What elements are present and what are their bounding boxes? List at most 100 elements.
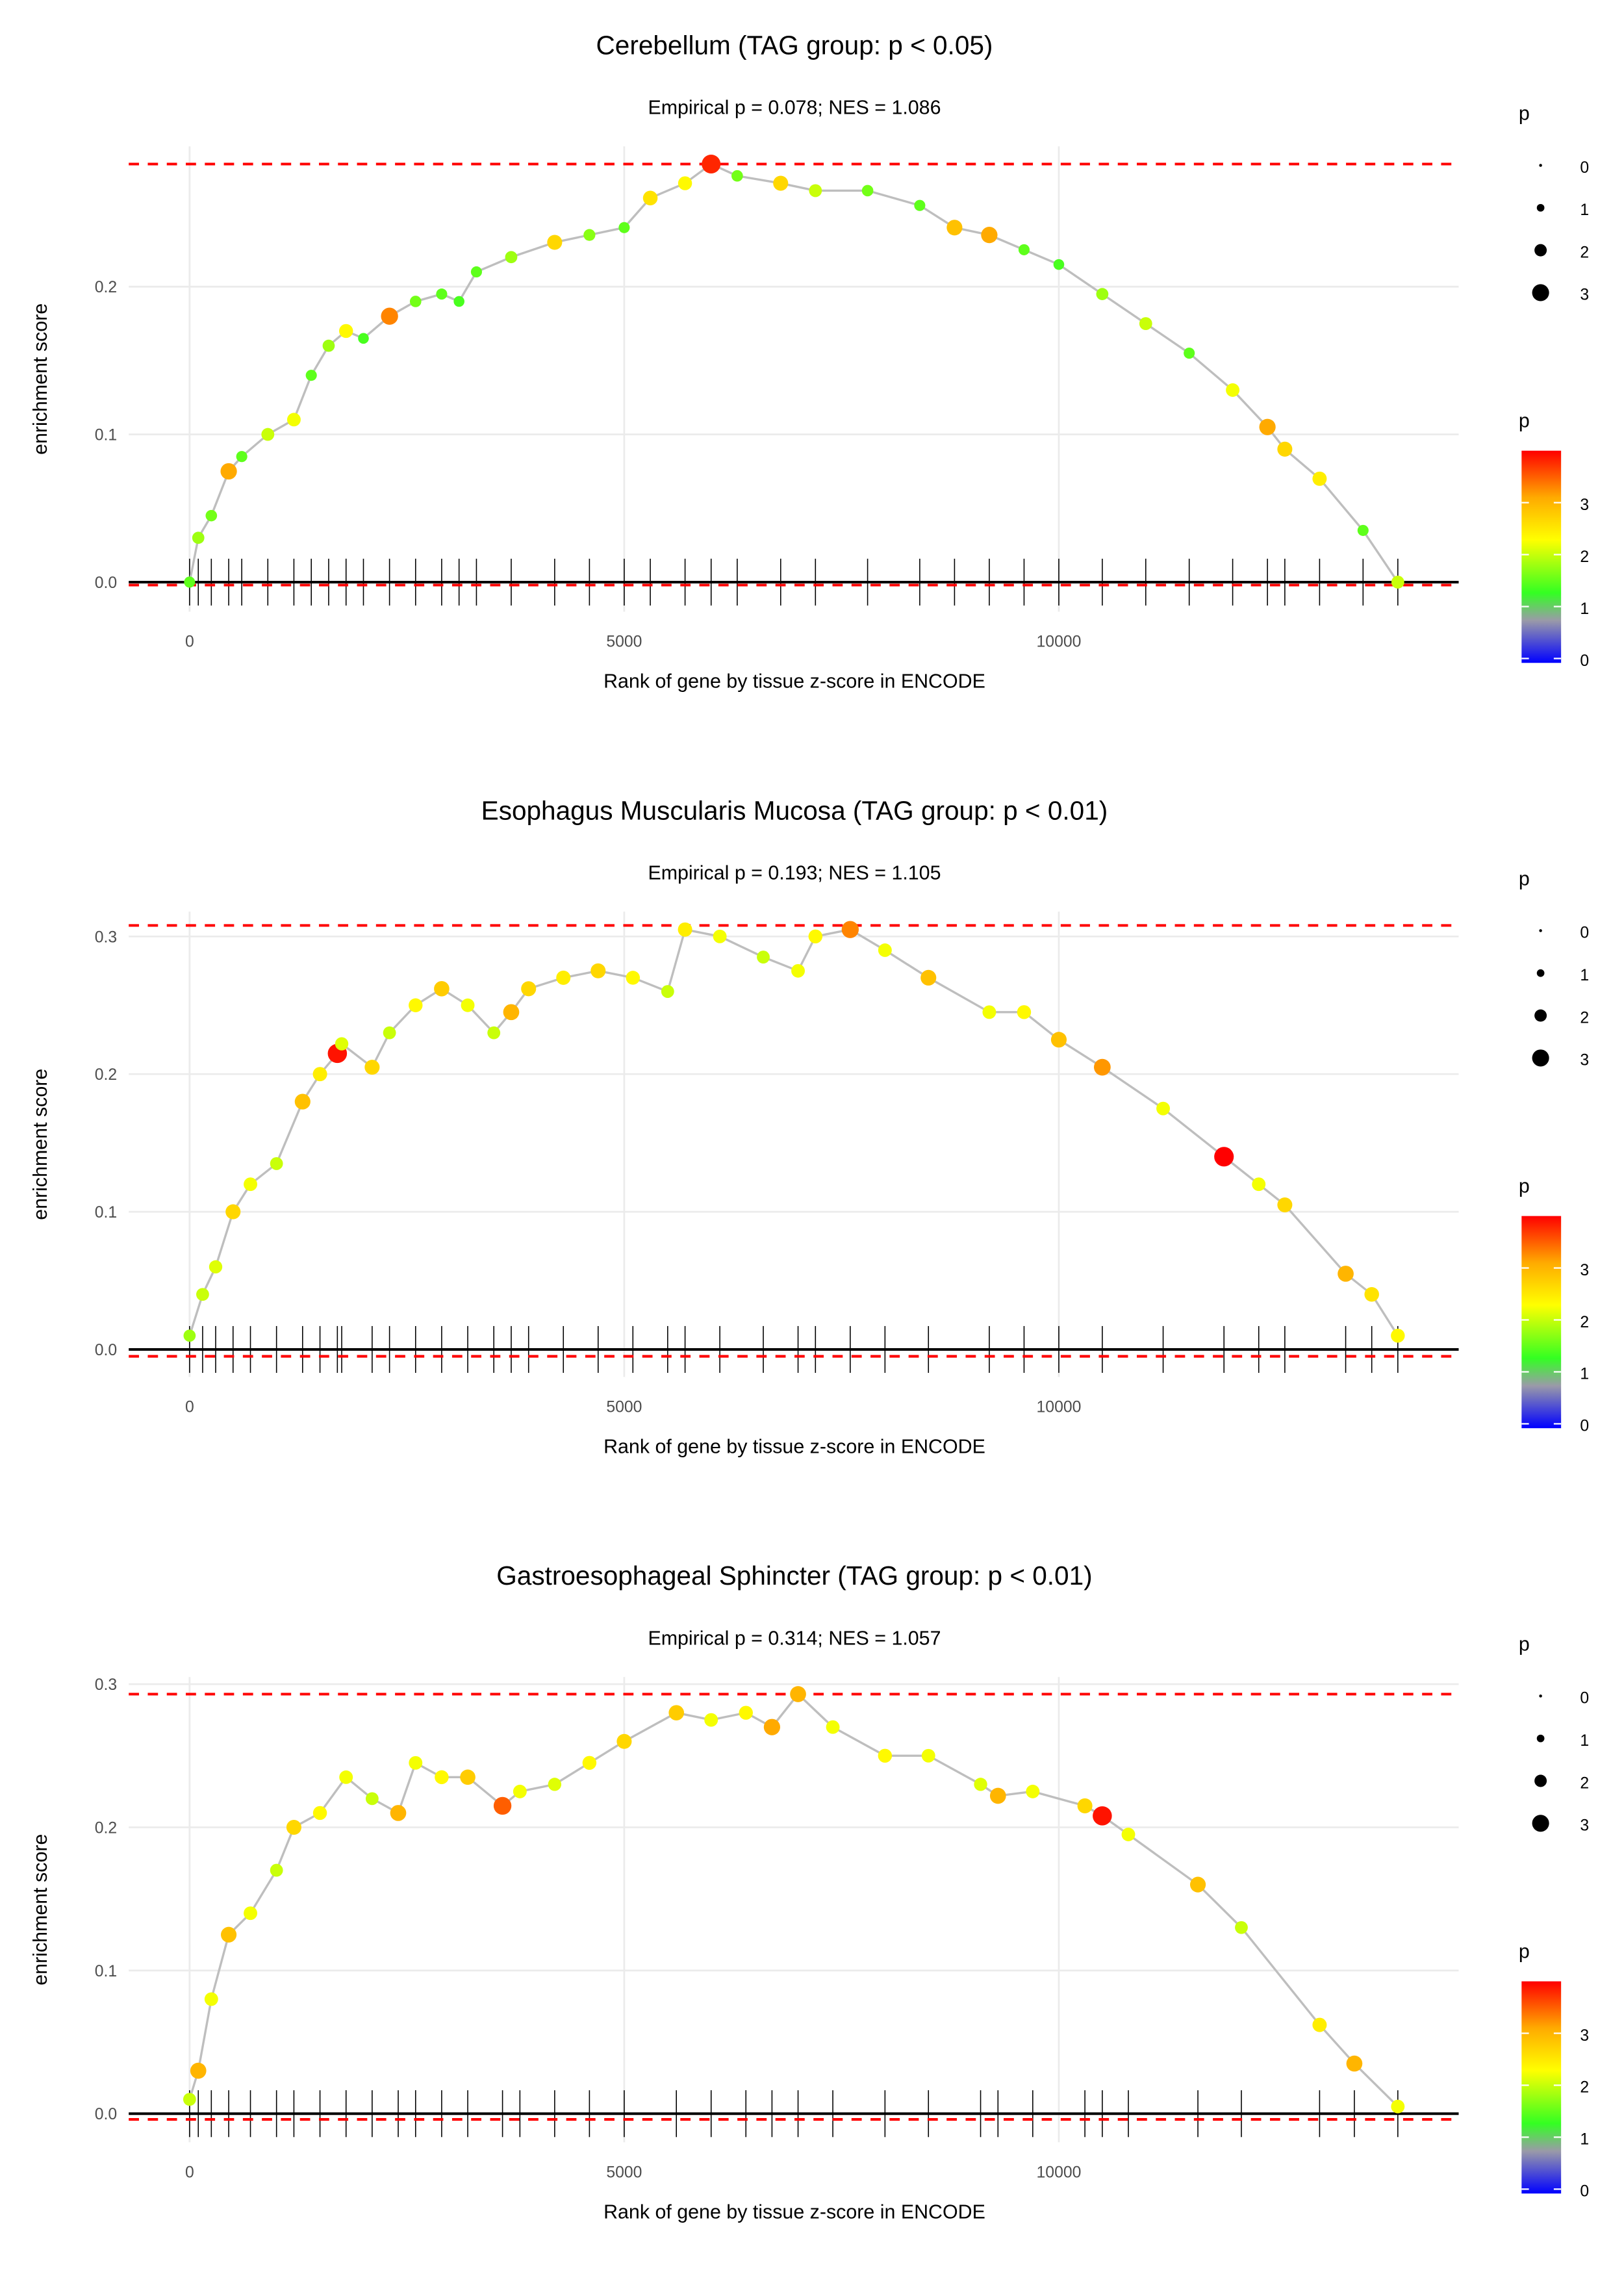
es-point	[312, 1067, 327, 1082]
size-legend-label: 1	[1580, 967, 1589, 984]
es-point	[436, 288, 448, 300]
es-point	[1050, 1032, 1067, 1048]
es-point	[312, 1806, 327, 1820]
es-point	[678, 176, 692, 190]
color-legend-label: 1	[1580, 600, 1589, 618]
es-point	[1391, 576, 1404, 589]
es-point	[470, 266, 482, 278]
es-point	[381, 307, 398, 325]
es-point	[989, 1787, 1006, 1804]
es-point	[1235, 1921, 1248, 1934]
es-point	[1139, 317, 1152, 330]
es-point	[704, 1713, 718, 1727]
size-legend-dot	[1536, 1734, 1545, 1743]
es-point	[826, 1720, 840, 1734]
es-point	[521, 981, 537, 997]
es-point	[678, 922, 692, 937]
es-point	[184, 576, 196, 588]
es-point	[974, 1778, 987, 1791]
size-legend-label: 0	[1580, 925, 1589, 942]
es-point	[1277, 1197, 1293, 1213]
es-point	[626, 971, 641, 985]
size-legend: p 0 1 2 3	[1519, 868, 1589, 1069]
size-legend-dot	[1534, 1774, 1547, 1787]
color-bar	[1521, 1216, 1562, 1429]
es-point	[286, 413, 301, 427]
es-point	[461, 998, 475, 1012]
es-point	[1018, 244, 1030, 255]
es-point	[1391, 1329, 1405, 1343]
es-point	[1093, 1058, 1111, 1076]
es-point	[493, 1796, 512, 1815]
es-point	[841, 921, 859, 938]
es-point	[503, 1004, 520, 1021]
chart-title: Esophagus Muscularis Mucosa (TAG group: …	[481, 795, 1108, 825]
es-point	[702, 155, 721, 174]
es-point	[713, 929, 727, 943]
y-tick-label: 0.1	[95, 1204, 117, 1221]
es-point	[1226, 383, 1240, 397]
y-tick-label: 0.2	[95, 279, 117, 296]
es-point	[286, 1819, 301, 1835]
es-point	[453, 296, 464, 307]
es-point	[183, 1329, 196, 1342]
color-legend-label: 2	[1580, 1314, 1589, 1331]
es-point	[261, 428, 275, 441]
size-legend-label: 0	[1580, 159, 1589, 177]
chart-subtitle: Empirical p = 0.193; NES = 1.105	[648, 862, 941, 884]
color-legend-label: 0	[1580, 652, 1589, 670]
color-legend-title: p	[1519, 1175, 1530, 1197]
es-point	[1338, 1266, 1354, 1282]
chart-title: Cerebellum (TAG group: p < 0.05)	[596, 30, 993, 60]
size-legend-title: p	[1519, 103, 1530, 125]
es-line	[188, 162, 1399, 583]
es-point	[1017, 1005, 1032, 1019]
es-line	[188, 1693, 1399, 2108]
x-tick-label: 0	[185, 633, 194, 650]
es-point	[1259, 418, 1276, 435]
es-point	[435, 1770, 449, 1785]
size-legend-label: 2	[1580, 244, 1589, 261]
es-point	[1156, 1101, 1170, 1116]
y-tick-label: 0.2	[95, 1819, 117, 1837]
es-point	[668, 1705, 685, 1720]
color-legend-label: 3	[1580, 496, 1589, 514]
es-point	[878, 1748, 893, 1763]
es-point	[205, 509, 218, 522]
es-point	[365, 1792, 379, 1806]
es-point	[590, 963, 606, 978]
color-legend: p 0 1 2 3	[1519, 410, 1589, 670]
color-legend-label: 3	[1580, 2027, 1589, 2045]
es-point	[773, 175, 789, 191]
es-point	[548, 1778, 562, 1791]
y-axis-label: enrichment score	[29, 303, 51, 455]
es-point	[791, 964, 805, 978]
es-point	[204, 1992, 218, 2006]
size-legend-dot	[1539, 164, 1542, 167]
size-legend: p 0 1 2 3	[1519, 1633, 1589, 1835]
es-point	[383, 1026, 396, 1040]
x-tick-label: 10000	[1037, 2164, 1082, 2181]
es-point	[1346, 2055, 1363, 2072]
es-point	[409, 296, 422, 307]
es-point	[1053, 259, 1065, 270]
y-tick-label: 0.0	[95, 1342, 117, 1359]
x-tick-label: 5000	[606, 2164, 642, 2181]
es-point	[1096, 288, 1109, 300]
es-point	[335, 1037, 349, 1051]
x-tick-label: 0	[185, 1398, 194, 1416]
x-axis-label: Rank of gene by tissue z-score in ENCODE	[603, 2201, 985, 2223]
es-point	[1184, 347, 1195, 359]
size-legend-label: 3	[1580, 287, 1589, 304]
es-point	[661, 985, 674, 998]
size-legend-dot	[1536, 969, 1545, 977]
size-legend-label: 1	[1580, 1732, 1589, 1750]
es-point	[982, 1005, 996, 1019]
y-axis-label: enrichment score	[29, 1069, 51, 1220]
size-legend-label: 2	[1580, 1009, 1589, 1027]
color-legend-title: p	[1519, 410, 1530, 432]
es-point	[409, 1756, 423, 1770]
size-legend-label: 3	[1580, 1817, 1589, 1835]
size-legend-title: p	[1519, 1633, 1530, 1655]
